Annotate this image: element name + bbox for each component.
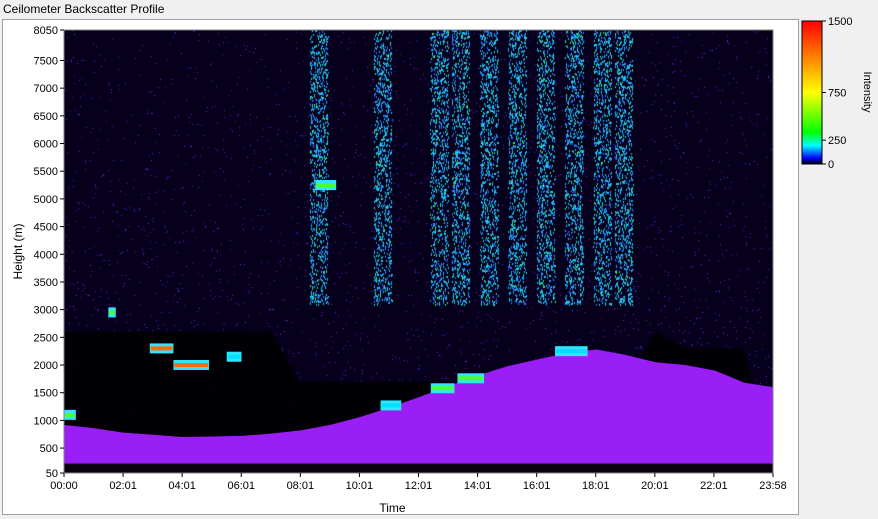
colorbar: 0 250 750 1500 Intensity	[801, 16, 873, 171]
y-tick-label-12: 6000	[34, 139, 58, 151]
x-tick-label-6: 12:01	[405, 480, 433, 492]
y-tick-label-8: 4000	[34, 249, 58, 261]
colorbar-tick-label-3: 1500	[828, 16, 852, 28]
colorbar-tick-label-0: 0	[828, 159, 834, 171]
colorbar-gradient	[801, 20, 823, 165]
x-tick-label-4: 08:01	[287, 480, 315, 492]
x-tick-label-9: 18:01	[582, 480, 610, 492]
y-axis-title: Height (m)	[11, 223, 25, 279]
y-tick-label-1: 500	[40, 443, 58, 455]
y-tick-label-7: 3500	[34, 277, 58, 289]
y-tick-label-6: 3000	[34, 305, 58, 317]
cloud-core-8	[458, 376, 484, 381]
x-tick-label-0: 00:00	[50, 480, 78, 492]
cloud-core-6	[381, 403, 401, 408]
boundary-layer	[64, 349, 773, 465]
y-tick-label-0: 50	[46, 468, 58, 480]
colorbar-tick-label-1: 250	[828, 135, 846, 147]
backscatter-chart: 50 500 1000 1500 2000 2500 3000 3500 4000 4500 500…	[11, 25, 787, 515]
x-axis-title: Time	[379, 501, 406, 515]
y-tick-label-14: 7000	[34, 83, 58, 95]
x-tick-label-12: 23:58	[759, 480, 787, 492]
y-tick-label-2: 1000	[34, 415, 58, 427]
cloud-core-4	[227, 354, 241, 359]
chart-frame: 50 500 1000 1500 2000 2500 3000 3500 4000 4500 500…	[2, 19, 799, 515]
y-tick-label-10: 5000	[34, 194, 58, 206]
colorbar-tick-label-2: 750	[828, 88, 846, 100]
surface-band	[64, 463, 773, 473]
y-tick-label-5: 2500	[34, 332, 58, 344]
x-tick-label-3: 06:01	[227, 480, 255, 492]
x-tick-label-2: 04:01	[168, 480, 196, 492]
colorbar-label: Intensity	[861, 72, 873, 113]
y-tick-label-16: 8050	[34, 25, 58, 37]
x-tick-label-10: 20:01	[641, 480, 669, 492]
x-tick-label-7: 14:01	[464, 480, 492, 492]
cloud-core-0	[65, 412, 75, 417]
cloud-core-5	[316, 183, 336, 188]
cloud-core-2	[150, 346, 173, 351]
y-tick-label-4: 2000	[34, 360, 58, 372]
x-tick-label-1: 02:01	[109, 480, 137, 492]
y-tick-label-13: 6500	[34, 111, 58, 123]
cloud-core-3	[174, 363, 208, 368]
cloud-core-1	[109, 310, 115, 315]
y-tick-label-9: 4500	[34, 222, 58, 234]
y-tick-label-15: 7500	[34, 55, 58, 67]
x-tick-label-5: 10:01	[346, 480, 374, 492]
x-tick-label-8: 16:01	[523, 480, 551, 492]
y-tick-label-11: 5500	[34, 166, 58, 178]
cloud-core-9	[556, 349, 587, 354]
y-tick-label-3: 1500	[34, 388, 58, 400]
cloud-core-7	[431, 386, 454, 391]
window-title: Ceilometer Backscatter Profile	[3, 2, 165, 16]
x-tick-label-11: 22:01	[700, 480, 728, 492]
